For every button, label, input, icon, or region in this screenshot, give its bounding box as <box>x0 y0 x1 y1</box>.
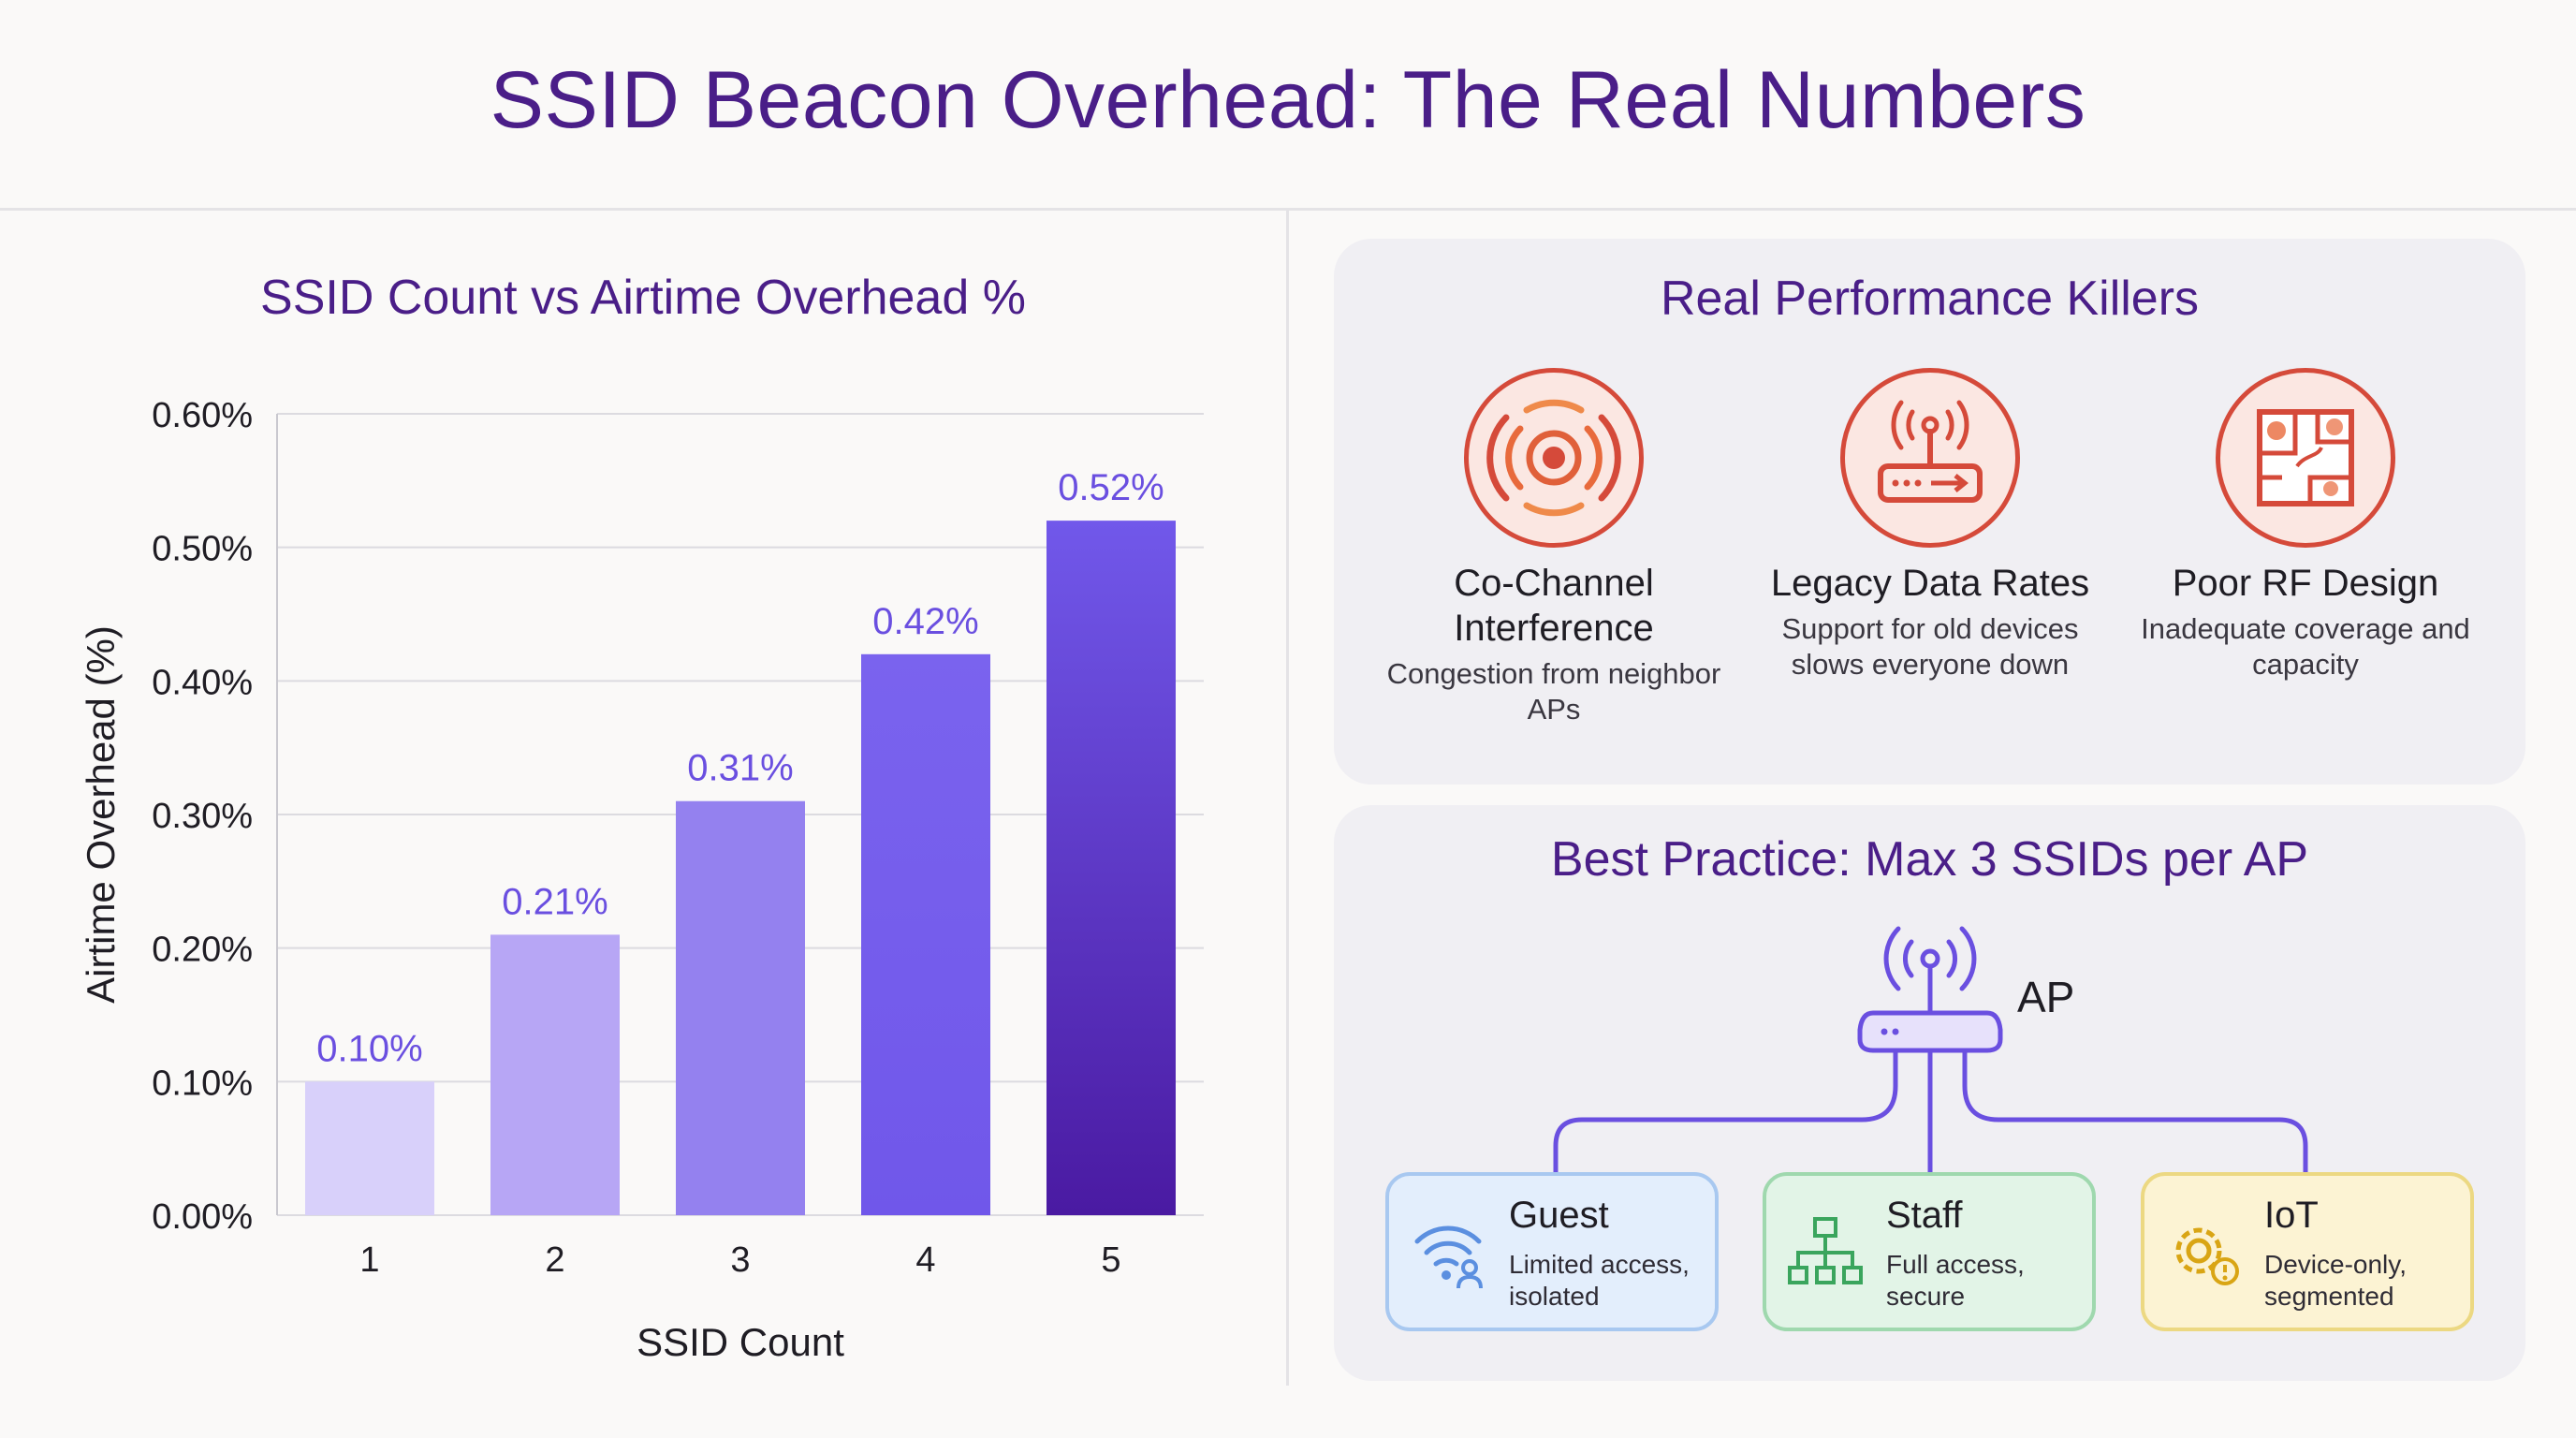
y-tick-label: 0.00% <box>152 1197 253 1237</box>
killer-name: Co-Channel Interference <box>1454 563 1654 649</box>
y-tick-label: 0.40% <box>152 663 253 702</box>
x-tick-label: 1 <box>359 1240 379 1280</box>
floorplan-icon <box>2216 368 2395 548</box>
y-tick-label: 0.50% <box>152 530 253 569</box>
interference-icon <box>1464 368 1644 548</box>
x-tick-label: 5 <box>1101 1240 1120 1280</box>
network-desc: Device-only, segmented <box>2264 1250 2407 1311</box>
killer-desc: Congestion from neighbor APs <box>1386 657 1721 726</box>
x-axis-title: SSID Count <box>637 1320 844 1364</box>
bar <box>305 1081 434 1215</box>
killers-title: Real Performance Killers <box>1660 271 2200 326</box>
killer-desc: Support for old devices slows everyone d… <box>1781 612 2079 681</box>
network-tree-icon <box>1788 1217 1863 1284</box>
network-name: Staff <box>1886 1195 1963 1236</box>
killer-legacy-rates: Legacy Data Rates Support for old device… <box>1743 368 2117 682</box>
best-practice-panel: Best Practice: Max 3 SSIDs per AP AP <box>1334 805 2525 1381</box>
network-card-staff: Staff Full access, secure <box>1763 1172 2096 1331</box>
gear-alert-icon <box>2175 1227 2239 1285</box>
guest-wifi-icon <box>1414 1225 1483 1289</box>
bar <box>490 934 620 1215</box>
data-label: 0.52% <box>1058 467 1164 508</box>
killer-co-channel: Co-Channel Interference Congestion from … <box>1367 368 1741 727</box>
network-desc: Limited access, isolated <box>1509 1250 1690 1311</box>
column-divider <box>1286 211 1289 1386</box>
killer-name: Legacy Data Rates <box>1770 563 2090 604</box>
connector-lines <box>1553 1050 2308 1172</box>
data-label: 0.42% <box>872 601 978 642</box>
header-divider <box>0 208 2576 211</box>
bar <box>676 800 805 1215</box>
bar-chart: 0.00% 0.10% 0.20% 0.30% 0.40% 0.50% 0.60% 0.10%… <box>79 396 1204 1364</box>
y-tick-label: 0.30% <box>152 797 253 836</box>
ap-diagram <box>1553 926 2308 1172</box>
killer-name: Poor RF Design <box>2172 563 2439 604</box>
y-tick-label: 0.10% <box>152 1064 253 1103</box>
network-card-iot: IoT Device-only, segmented <box>2141 1172 2474 1331</box>
best-practice-title: Best Practice: Max 3 SSIDs per AP <box>1550 832 2309 887</box>
performance-killers-panel: Real Performance Killers Co-Channel Inte… <box>1334 239 2525 785</box>
page-title: SSID Beacon Overhead: The Real Numbers <box>490 55 2086 145</box>
x-tick-label: 3 <box>730 1240 750 1280</box>
network-card-guest: Guest Limited access, isolated <box>1385 1172 1719 1331</box>
x-tick-label: 4 <box>915 1240 935 1280</box>
network-desc: Full access, secure <box>1886 1250 2025 1311</box>
y-tick-label: 0.20% <box>152 931 253 970</box>
data-label: 0.21% <box>502 881 607 922</box>
ap-label: AP <box>2017 973 2075 1021</box>
chart-title: SSID Count vs Airtime Overhead % <box>260 271 1026 325</box>
network-name: Guest <box>1509 1195 1609 1236</box>
access-point-icon <box>1857 926 2003 1064</box>
x-tick-label: 2 <box>545 1240 564 1280</box>
killer-poor-rf: Poor RF Design Inadequate coverage and c… <box>2118 368 2493 682</box>
y-tick-label: 0.60% <box>152 396 253 435</box>
killer-desc: Inadequate coverage and capacity <box>2141 612 2470 681</box>
bar <box>1046 521 1176 1215</box>
bar <box>861 653 990 1215</box>
network-name: IoT <box>2264 1195 2319 1236</box>
data-label: 0.31% <box>687 748 793 789</box>
data-label: 0.10% <box>316 1028 422 1069</box>
y-axis-title: Airtime Overhead (%) <box>79 625 123 1004</box>
router-icon <box>1840 368 2020 548</box>
